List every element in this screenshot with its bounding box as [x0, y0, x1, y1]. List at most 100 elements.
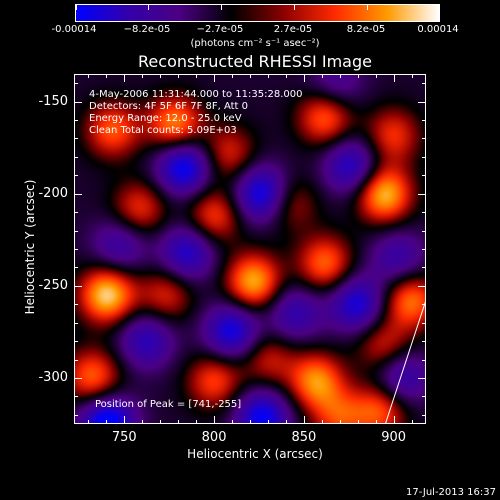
axis-tick — [142, 420, 144, 424]
axis-tick — [357, 420, 359, 424]
axis-tick — [422, 267, 426, 269]
clean-counts-label: Clean Total counts: 5.09E+03 — [89, 125, 237, 136]
axis-tick — [393, 416, 395, 424]
axis-tick — [411, 420, 413, 424]
timestamp-footer: 17-Jul-2013 16:37 — [405, 487, 496, 498]
colorbar-tick-label: 8.2e-05 — [346, 24, 386, 35]
axis-tick — [375, 420, 377, 424]
axis-tick — [74, 249, 78, 250]
axis-tick — [142, 74, 144, 78]
colorbar-tick — [439, 4, 440, 10]
axis-tick — [422, 322, 426, 324]
axis-tick — [178, 420, 180, 424]
colorbar-tick-label: −2.7e-05 — [196, 24, 244, 35]
axis-tick — [178, 74, 180, 78]
axis-tick — [285, 74, 287, 78]
y-tick-label: -200 — [38, 185, 68, 201]
axis-tick — [74, 341, 78, 343]
axis-tick — [422, 83, 426, 85]
axis-tick — [232, 420, 234, 424]
axis-tick — [285, 420, 287, 424]
axis-tick — [196, 74, 198, 78]
detectors-label: Detectors: 4F 5F 6F 7F 8F, Att 0 — [89, 101, 249, 112]
colorbar-tick-label: 2.7e-05 — [273, 24, 313, 35]
axis-tick — [124, 74, 126, 82]
x-axis-label: Heliocentric X (arcsec) — [187, 447, 323, 461]
y-tick-label: -150 — [38, 93, 68, 109]
axis-tick — [267, 74, 269, 78]
axis-tick — [422, 396, 426, 398]
axis-tick — [422, 175, 426, 177]
axis-tick — [250, 74, 251, 78]
axis-tick — [74, 193, 82, 195]
axis-tick — [214, 74, 216, 82]
axis-tick — [422, 212, 426, 214]
axis-tick — [74, 359, 78, 361]
axis-tick — [422, 120, 426, 122]
axis-tick — [422, 138, 426, 140]
axis-tick — [106, 420, 108, 424]
axis-tick — [74, 377, 82, 379]
axis-tick — [74, 120, 78, 122]
colorbar-tick-label: −8.2e-05 — [123, 24, 171, 35]
axis-tick — [74, 138, 78, 140]
axis-tick — [321, 420, 323, 424]
colorbar-tick — [221, 4, 222, 10]
plot-area: 4-May-2006 11:31:44.000 to 11:35:28.000 … — [74, 74, 426, 424]
axis-tick — [393, 74, 395, 82]
axis-tick — [303, 74, 305, 82]
y-tick-label: -300 — [38, 369, 68, 385]
colorbar — [75, 4, 440, 22]
axis-tick — [74, 304, 78, 306]
axis-tick — [303, 416, 305, 424]
axis-tick — [74, 267, 78, 269]
axis-tick — [74, 212, 78, 214]
axis-tick — [339, 420, 341, 424]
axis-tick — [250, 420, 251, 424]
axis-tick — [74, 322, 78, 324]
axis-tick — [418, 285, 426, 287]
axis-tick — [196, 420, 198, 424]
energy-range-label: Energy Range: 12.0 - 25.0 keV — [89, 113, 242, 124]
axis-tick — [422, 359, 426, 361]
axis-tick — [418, 193, 426, 195]
y-axis-label: Heliocentric Y (arcsec) — [23, 179, 37, 315]
colorbar-units: (photons cm⁻² s⁻¹ asec⁻²) — [190, 38, 320, 49]
heatmap-image — [75, 75, 425, 423]
axis-tick — [418, 101, 426, 103]
axis-tick — [74, 83, 78, 85]
axis-tick — [418, 377, 426, 379]
colorbar-tick-label: -0.00014 — [51, 24, 97, 35]
colorbar-tick-label: 0.00014 — [417, 24, 459, 35]
axis-tick — [339, 74, 341, 78]
axis-tick — [74, 396, 78, 398]
axis-tick — [74, 175, 78, 177]
solar-limb-line — [385, 301, 425, 423]
axis-tick — [375, 74, 377, 78]
axis-tick — [106, 74, 108, 78]
axis-tick — [160, 74, 162, 78]
axis-tick — [74, 230, 78, 232]
colorbar-tick — [294, 4, 295, 10]
axis-tick — [74, 156, 78, 158]
axis-tick — [422, 414, 426, 416]
axis-tick — [422, 341, 426, 343]
axis-tick — [321, 74, 323, 78]
y-tick-label: -250 — [38, 277, 68, 293]
axis-tick — [357, 74, 359, 78]
x-tick-label: 900 — [381, 430, 407, 445]
peak-position-label: Position of Peak = [741,-255] — [95, 399, 242, 410]
axis-tick — [422, 230, 426, 232]
x-tick-label: 800 — [201, 430, 227, 445]
axis-tick — [232, 74, 234, 78]
axis-tick — [422, 304, 426, 306]
axis-tick — [267, 420, 269, 424]
chart-title: Reconstructed RHESSI Image — [138, 52, 372, 71]
axis-tick — [422, 249, 426, 250]
colorbar-tick — [367, 4, 368, 10]
axis-tick — [422, 156, 426, 158]
axis-tick — [160, 420, 162, 424]
colorbar-tick — [148, 4, 149, 10]
axis-tick — [411, 74, 413, 78]
plot-overlay — [385, 301, 425, 423]
